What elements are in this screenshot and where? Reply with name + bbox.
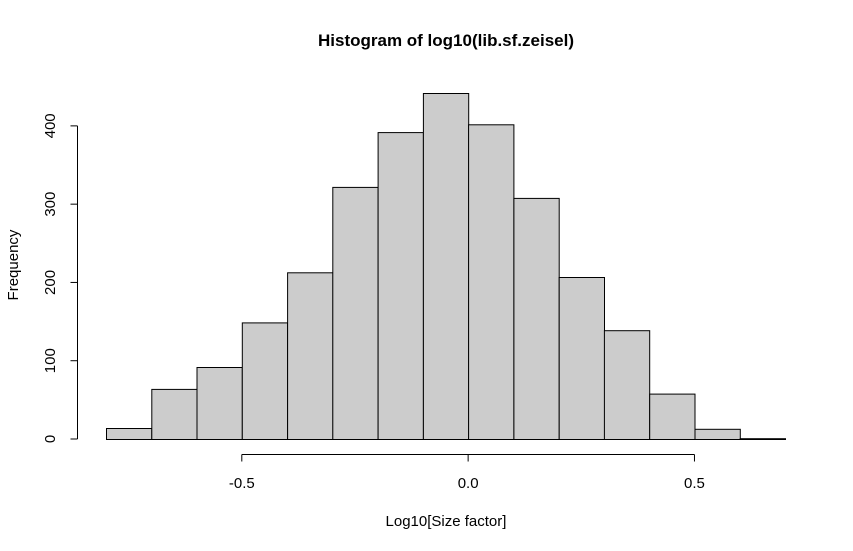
y-tick-label: 300 [42, 192, 59, 217]
bars-group [106, 93, 787, 441]
histogram-bar [106, 428, 153, 440]
histogram-bar [287, 272, 334, 440]
histogram-bar [513, 197, 560, 440]
histogram-bar [558, 277, 606, 440]
histogram-bar [649, 393, 696, 441]
x-tick-label: -0.5 [229, 475, 255, 492]
x-axis: -0.5 0.0 0.5 [229, 454, 705, 492]
y-axis: 0 100 200 300 400 [42, 113, 78, 443]
histogram-bar [151, 388, 198, 440]
histogram-bar [468, 124, 515, 441]
y-axis-label: Frequency [5, 229, 22, 300]
histogram-bar [422, 93, 470, 440]
x-tick-label: 0.5 [684, 475, 705, 492]
histogram-bar [241, 322, 289, 440]
x-tick-label: 0.0 [458, 475, 479, 492]
histogram-bar [603, 330, 651, 441]
x-axis-label: Log10[Size factor] [386, 513, 507, 530]
histogram-bar [739, 438, 787, 441]
histogram-bar [196, 367, 243, 440]
histogram-bar [377, 132, 424, 440]
histogram-bar [694, 428, 741, 440]
y-tick-label: 400 [42, 113, 59, 138]
y-tick-label: 200 [42, 270, 59, 295]
chart-title: Histogram of log10(lib.sf.zeisel) [318, 31, 574, 50]
y-tick-label: 0 [42, 435, 59, 443]
y-tick-label: 100 [42, 348, 59, 373]
histogram-bar [332, 186, 379, 440]
